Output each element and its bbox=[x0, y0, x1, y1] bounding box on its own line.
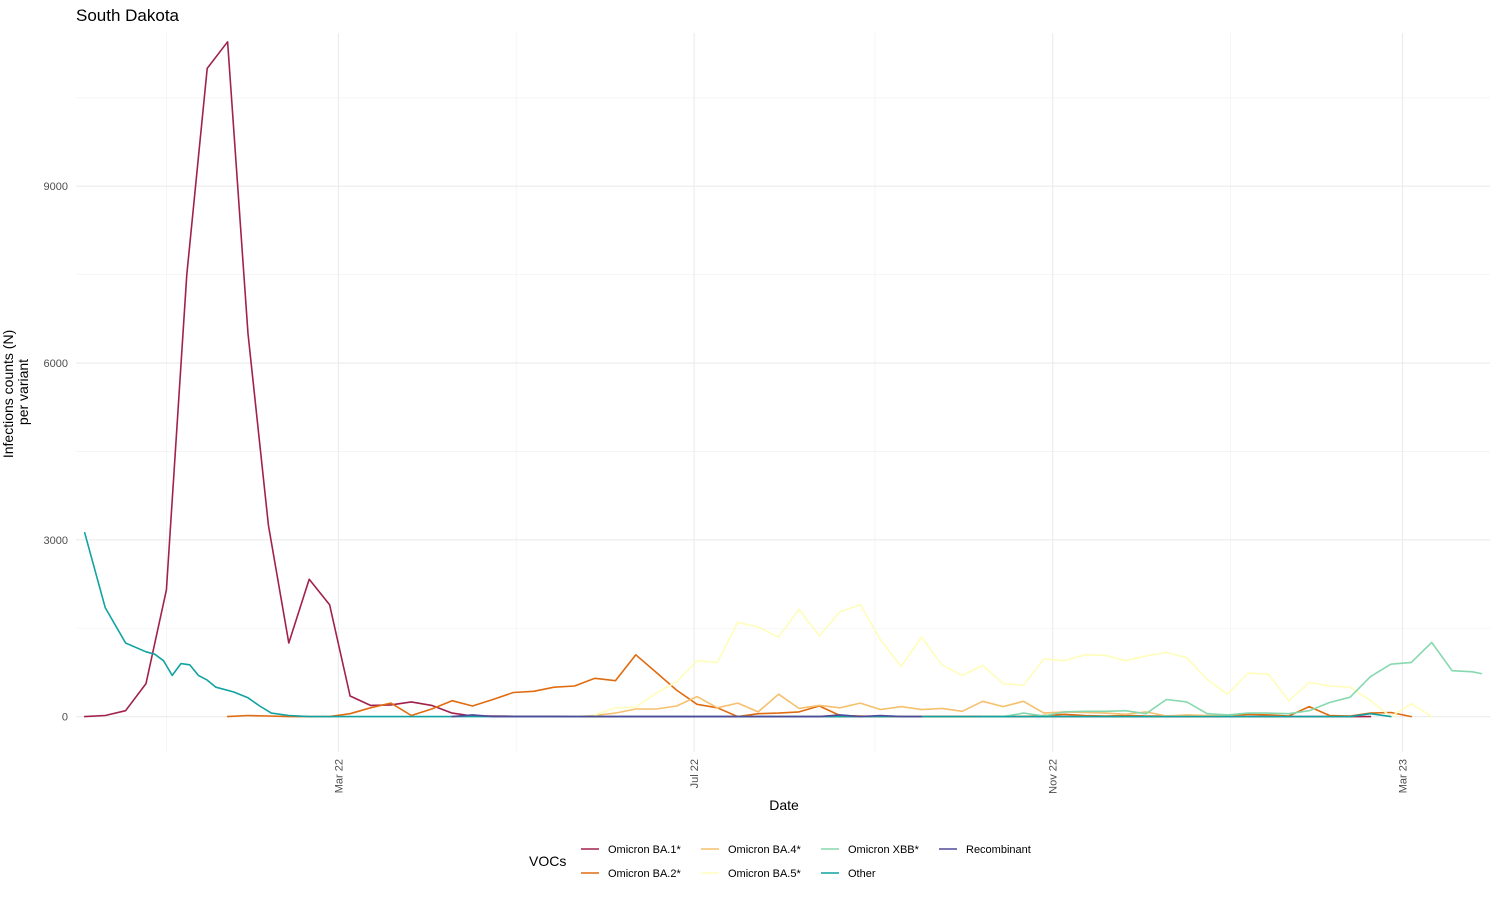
series-line-omicron-xbb bbox=[981, 641, 1483, 718]
y-axis-label-line2: per variant bbox=[15, 359, 31, 425]
legend-item: Omicron BA.4* bbox=[701, 844, 801, 856]
x-tick-label: Mar 23 bbox=[1398, 759, 1410, 793]
legend-title: VOCs bbox=[529, 853, 566, 869]
series-line-omicron-ba-4 bbox=[573, 693, 1249, 718]
chart-title: South Dakota bbox=[76, 6, 180, 25]
legend-label: Omicron BA.1* bbox=[608, 844, 681, 856]
y-tick-label: 9000 bbox=[44, 181, 68, 193]
series-line-other bbox=[83, 532, 1392, 718]
legend: VOCs Omicron BA.1*Omicron BA.2*Omicron B… bbox=[529, 844, 1031, 880]
legend-item: Omicron BA.1* bbox=[581, 844, 681, 856]
legend-label: Omicron BA.4* bbox=[728, 844, 801, 856]
legend-label: Recombinant bbox=[966, 844, 1031, 856]
series-line-omicron-ba-1 bbox=[83, 41, 1372, 718]
y-axis-ticks: 0 3000 6000 9000 bbox=[44, 181, 68, 723]
legend-label: Other bbox=[848, 868, 876, 880]
legend-label: Omicron BA.5* bbox=[728, 868, 801, 880]
x-tick-label: Jul 22 bbox=[689, 759, 701, 788]
y-axis-label-line1: Infections counts (N) bbox=[0, 330, 16, 458]
y-axis-label: Infections counts (N) per variant bbox=[0, 326, 31, 458]
x-axis-ticks: Mar 22 Jul 22 Nov 22 Mar 23 bbox=[333, 759, 1409, 794]
legend-item: Omicron XBB* bbox=[821, 844, 920, 856]
legend-item: Omicron BA.2* bbox=[581, 868, 681, 880]
legend-item: Other bbox=[821, 868, 876, 880]
series-line-recombinant bbox=[451, 714, 923, 718]
legend-label: Omicron BA.2* bbox=[608, 868, 681, 880]
legend-item: Recombinant bbox=[939, 844, 1031, 856]
series-line-omicron-ba-5 bbox=[594, 603, 1433, 718]
y-tick-label: 0 bbox=[62, 712, 68, 724]
x-tick-label: Mar 22 bbox=[333, 759, 345, 793]
y-tick-label: 3000 bbox=[44, 535, 68, 547]
legend-items: Omicron BA.1* Omicron BA.2* Omicron BA.4* O… bbox=[581, 844, 1031, 880]
series-lines bbox=[83, 41, 1483, 718]
grid bbox=[76, 33, 1490, 752]
x-tick-label: Nov 22 bbox=[1048, 759, 1060, 794]
series-line-omicron-ba-2 bbox=[226, 654, 1413, 718]
y-tick-label: 6000 bbox=[44, 358, 68, 370]
x-axis-label: Date bbox=[769, 797, 799, 813]
legend-label: Omicron XBB* bbox=[848, 844, 920, 856]
legend-item: Omicron BA.5* bbox=[701, 868, 801, 880]
